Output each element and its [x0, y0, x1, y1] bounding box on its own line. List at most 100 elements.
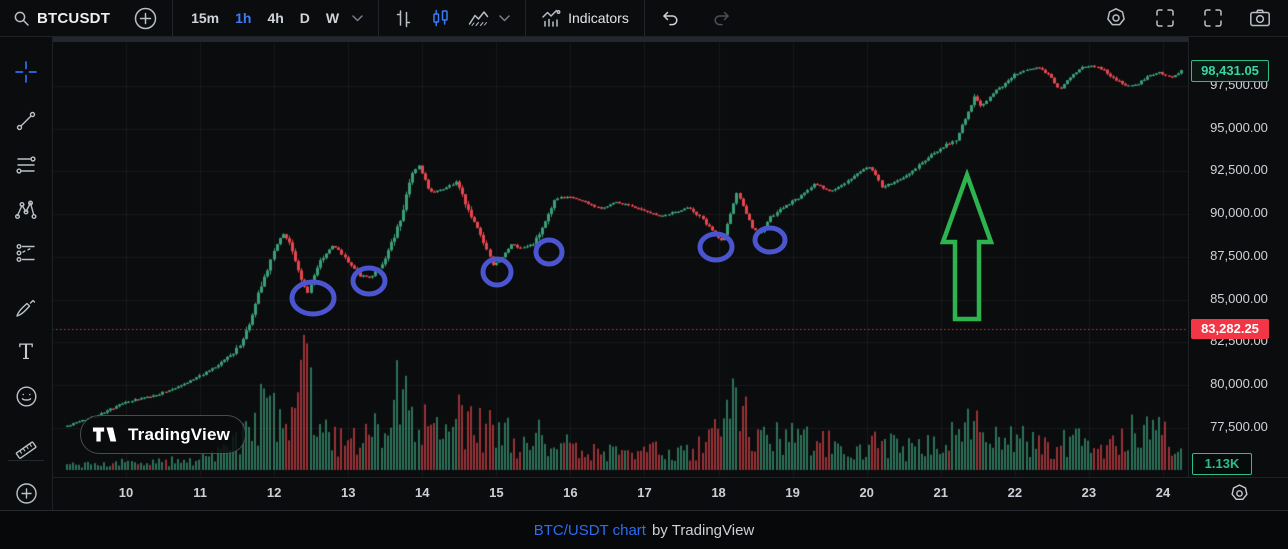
- timeframe-menu-button[interactable]: [347, 3, 368, 33]
- add-symbol-icon: [134, 7, 157, 29]
- time-axis-label: 22: [1007, 485, 1023, 500]
- smiley-icon: [15, 385, 37, 407]
- pane-resize-handle[interactable]: [52, 37, 1288, 42]
- tool-measure[interactable]: [7, 433, 45, 467]
- area-style-icon: [468, 10, 489, 26]
- tool-crosshair[interactable]: [7, 55, 45, 89]
- time-axis-label: 20: [859, 485, 874, 500]
- tool-trend-line[interactable]: [7, 104, 45, 138]
- tab-timeframe-15m[interactable]: 15m: [191, 10, 220, 26]
- tradingview-watermark[interactable]: TradingView: [80, 415, 247, 454]
- indicators-button[interactable]: Indicators: [536, 3, 634, 33]
- undo-button[interactable]: [655, 3, 685, 33]
- last-price-badge: 98,431.05: [1191, 60, 1269, 83]
- time-axis-label: 13: [340, 485, 356, 500]
- fib-retracement-icon: [16, 156, 36, 174]
- attribution-by-text: by TradingView: [651, 522, 755, 539]
- bar-style-button[interactable]: [389, 3, 418, 33]
- tool-projection[interactable]: [7, 236, 45, 270]
- price-axis-label: 87,500.00: [1210, 247, 1268, 263]
- fullscreen-icon: [1204, 9, 1222, 27]
- add-symbol-button[interactable]: [129, 3, 162, 33]
- symbol-search-button[interactable]: BTCUSDT: [8, 3, 115, 33]
- tab-timeframe-4h[interactable]: 4h: [267, 10, 284, 26]
- toolbar-separator: [172, 0, 174, 36]
- gear-icon: [1231, 484, 1248, 501]
- watermark-label: TradingView: [128, 424, 231, 444]
- time-axis-label: 10: [118, 485, 134, 500]
- tool-xabcd-pattern[interactable]: [7, 193, 45, 227]
- price-axis-label: 85,000.00: [1210, 290, 1268, 306]
- projection-icon: [16, 244, 35, 262]
- brush-icon: [16, 299, 36, 317]
- price-line-badge: 83,282.25: [1191, 318, 1269, 339]
- time-axis-label: 23: [1081, 485, 1097, 500]
- time-axis-label: 12: [266, 485, 282, 500]
- time-axis-label: 11: [193, 485, 207, 500]
- time-axis-label: 18: [711, 485, 726, 500]
- crosshair-icon: [15, 61, 37, 83]
- chart-attribution-link[interactable]: BTC/USDT chart: [533, 522, 646, 539]
- tab-timeframe-d[interactable]: D: [299, 10, 310, 26]
- price-axis-label: 80,000.00: [1210, 375, 1268, 391]
- price-axis-label: 92,500.00: [1210, 162, 1268, 178]
- price-axis-label: 90,000.00: [1210, 205, 1268, 221]
- text-tool-icon: T: [18, 339, 33, 364]
- ruler-icon: [15, 441, 37, 459]
- chevron-down-icon: [352, 14, 363, 21]
- xabcd-pattern-icon: [15, 200, 37, 219]
- fullscreen-button[interactable]: [1150, 3, 1180, 33]
- toolbar-divider: [8, 460, 44, 461]
- volume-badge: 1.13K: [1192, 453, 1252, 475]
- tool-brush[interactable]: [7, 292, 45, 326]
- tab-timeframe-1h[interactable]: 1h: [235, 10, 252, 26]
- tool-text[interactable]: T: [7, 335, 45, 369]
- snapshot-button[interactable]: [1244, 3, 1276, 33]
- plus-circle-icon: [15, 482, 37, 504]
- fullscreen-icon: [1156, 9, 1174, 27]
- time-axis[interactable]: 10 11 12 13 14 15 16 17 18 19 20 21 22 23 24: [0, 477, 1288, 511]
- tradingview-logo-icon: [92, 427, 117, 442]
- bar-style-icon: [396, 9, 411, 27]
- price-axis-label: 77,500.00: [1210, 418, 1268, 434]
- tool-fib-retracement[interactable]: [7, 148, 45, 182]
- indicators-icon: [542, 9, 561, 27]
- candle-style-button[interactable]: [426, 3, 455, 33]
- tool-emoji[interactable]: [7, 379, 45, 413]
- toolbar-separator: [378, 0, 380, 36]
- redo-icon: [714, 11, 729, 26]
- price-axis-label: 95,000.00: [1210, 119, 1268, 135]
- time-axis-label: 19: [785, 485, 800, 500]
- style-menu-button[interactable]: [494, 3, 515, 33]
- price-axis[interactable]: 97,500.00 95,000.00 92,500.00 90,000.00 87,5…: [1188, 36, 1288, 477]
- toolbar-separator: [525, 0, 527, 36]
- area-style-button[interactable]: [463, 3, 494, 33]
- candle-style-icon: [433, 9, 448, 27]
- search-icon: [14, 11, 29, 26]
- fullscreen-button-2[interactable]: [1198, 3, 1228, 33]
- drawing-toolbar: T: [0, 36, 53, 510]
- undo-icon: [663, 11, 678, 26]
- gear-icon: [1107, 8, 1125, 26]
- chevron-down-icon: [499, 14, 510, 21]
- camera-icon: [1250, 9, 1270, 27]
- attribution-footer: BTC/USDT chart by TradingView: [0, 510, 1288, 549]
- time-axis-label: 15: [489, 485, 504, 500]
- trend-line-icon: [16, 111, 36, 131]
- tool-zoom-in[interactable]: [7, 476, 45, 510]
- time-axis-settings-button[interactable]: [1229, 483, 1250, 504]
- settings-button[interactable]: [1100, 3, 1132, 33]
- symbol-label: BTCUSDT: [37, 9, 111, 27]
- time-axis-label: 14: [415, 485, 430, 500]
- toolbar-separator: [643, 0, 645, 36]
- indicators-label: Indicators: [568, 10, 629, 26]
- redo-button[interactable]: [707, 3, 737, 33]
- tab-timeframe-w[interactable]: W: [325, 10, 340, 26]
- time-axis-label: 17: [637, 485, 652, 500]
- time-axis-label: 24: [1155, 485, 1171, 500]
- time-axis-label: 16: [563, 485, 578, 500]
- time-axis-label: 21: [933, 485, 948, 500]
- top-toolbar: BTCUSDT 15m 1h 4h D W: [0, 0, 1288, 37]
